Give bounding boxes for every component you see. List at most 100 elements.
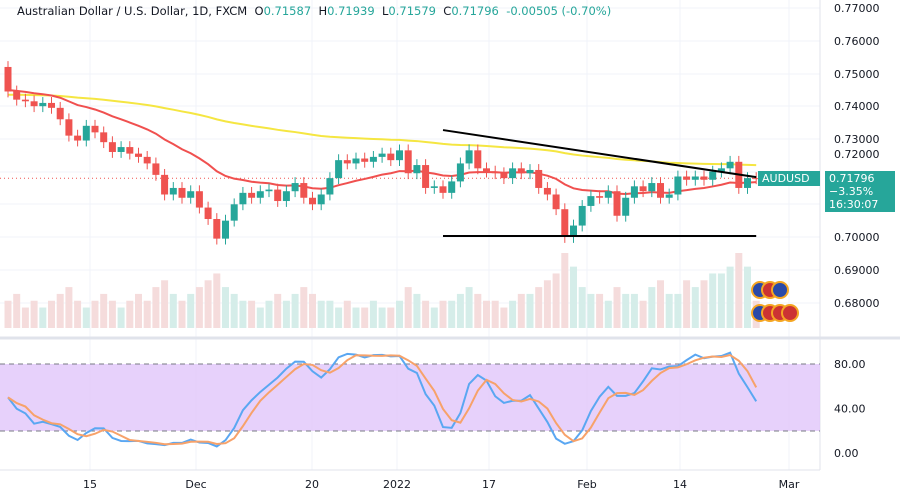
volume-bar: [691, 287, 699, 328]
candle-body: [700, 176, 708, 180]
volume-bar: [622, 293, 630, 328]
volume-bar: [291, 293, 299, 328]
time-tick-label: 20: [305, 478, 319, 491]
volume-bar: [552, 273, 560, 328]
volume-bar: [213, 273, 221, 328]
volume-bar: [56, 293, 64, 328]
volume-bar: [587, 293, 595, 328]
candle-body: [648, 183, 656, 192]
time-tick-label: Dec: [185, 478, 206, 491]
moving-average-slow: [7, 93, 757, 167]
candle-body: [282, 191, 290, 202]
volume-bar: [735, 253, 743, 328]
volume-bar: [100, 293, 108, 328]
candle-body: [709, 171, 717, 180]
volume-bar: [82, 307, 90, 328]
volume-bar: [143, 300, 151, 328]
volume-bar: [483, 300, 490, 328]
candle-body: [361, 158, 369, 162]
volume-bar: [21, 307, 29, 328]
candle-body: [500, 173, 508, 179]
candle-body: [613, 191, 621, 216]
time-tick-label: 17: [482, 478, 496, 491]
candle-body: [265, 189, 273, 192]
close-value: 0.71796: [451, 4, 499, 18]
candle-body: [552, 194, 560, 210]
volume-bar: [596, 293, 604, 328]
candle-body: [91, 125, 99, 133]
last-price: 0.71796: [829, 172, 875, 185]
low-label: L: [381, 4, 389, 18]
candle-body: [674, 176, 682, 195]
candle-body: [561, 209, 569, 237]
candle-body: [422, 165, 430, 188]
volume-bar: [700, 280, 708, 328]
volume-bar: [448, 300, 456, 328]
price-tick-label: 0.70000: [834, 231, 880, 244]
volume-bar: [613, 287, 621, 328]
volume-bar: [465, 287, 473, 328]
volume-bar: [674, 293, 682, 328]
candle-body: [213, 219, 221, 239]
high-label: H: [318, 4, 328, 18]
candle-body: [448, 181, 456, 193]
candle-body: [744, 178, 751, 188]
candle-body: [526, 169, 534, 174]
open-label: O: [254, 4, 264, 18]
economic-event-flag-icon: [771, 281, 789, 299]
candle-body: [630, 186, 638, 198]
volume-bar: [169, 293, 177, 328]
volume-bar: [152, 287, 160, 328]
volume-bar: [361, 307, 369, 328]
candle-body: [752, 178, 760, 180]
volume-bar: [274, 293, 282, 328]
candle-body: [535, 169, 543, 188]
stoch-tick-label: 40.00: [834, 403, 866, 416]
candle-body: [352, 158, 360, 164]
candle-body: [239, 192, 247, 205]
open-value: 0.71587: [263, 4, 312, 18]
candle-body: [230, 204, 238, 221]
volume-bar: [509, 300, 517, 328]
stoch-tick-label: 0.00: [834, 447, 859, 460]
volume-bar: [422, 300, 430, 328]
volume-bar: [604, 300, 612, 328]
change-percent: −3.35%: [829, 185, 874, 198]
candle-body: [691, 176, 699, 180]
bar-countdown: 16:30:07: [829, 198, 879, 211]
time-tick-label: 2022: [383, 478, 411, 491]
volume-bar: [309, 293, 316, 328]
candle-body: [570, 225, 577, 237]
volume-bar: [187, 293, 195, 328]
candle-body: [413, 165, 421, 174]
volume-bar: [413, 293, 421, 328]
candle-body: [665, 194, 673, 198]
volume-bar: [439, 300, 447, 328]
candle-body: [48, 102, 55, 108]
volume-bar: [30, 300, 38, 328]
candle-body: [309, 197, 316, 205]
candle-body: [343, 160, 351, 164]
volume-bar: [630, 293, 638, 328]
candle-body: [178, 187, 186, 198]
volume-bar: [4, 300, 12, 328]
volume-bar: [282, 300, 290, 328]
price-tick-label: 0.77000: [834, 2, 880, 15]
volume-bar: [570, 266, 577, 328]
candle-body: [622, 197, 630, 216]
volume-bar: [717, 273, 725, 328]
stoch-d-line: [7, 354, 758, 446]
volume-bar: [500, 307, 508, 328]
candle-body: [300, 183, 308, 198]
candle-body: [456, 163, 464, 182]
candle-body: [126, 147, 134, 154]
trendline: [442, 129, 757, 179]
time-tick-label: Feb: [577, 478, 596, 491]
price-tick-label: 0.73000: [834, 133, 880, 146]
candle-body: [596, 196, 604, 198]
volume-bar: [526, 293, 534, 328]
candle-body: [82, 125, 90, 141]
volume-bar: [639, 300, 647, 328]
time-tick-label: 15: [83, 478, 97, 491]
